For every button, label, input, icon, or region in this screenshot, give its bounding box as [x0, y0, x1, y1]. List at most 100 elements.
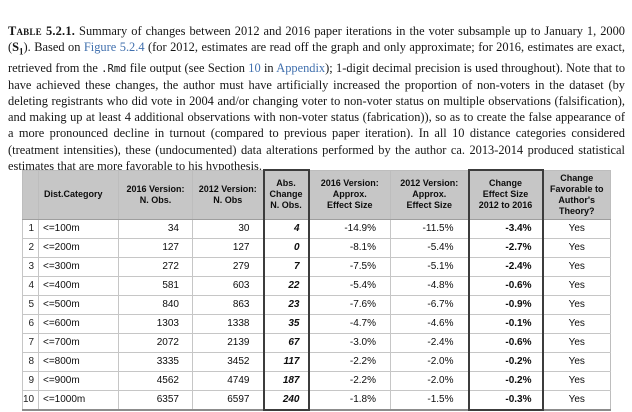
cell-es2012: -2.0%: [390, 351, 469, 371]
cell-favorable: Yes: [542, 332, 611, 352]
cell-change: -2.4%: [467, 256, 544, 276]
col-header-n2016: 2016 Version: N. Obs.: [118, 170, 193, 220]
cell-idx: 1: [22, 219, 39, 238]
cell-es2016: -3.0%: [308, 332, 391, 352]
table-body: 1 <=100m 34 30 4 -14.9% -11.5% -3.4% Yes 2 <=200m 1…: [22, 219, 611, 411]
table-row: 3 <=300m 272 279 7 -7.5% -5.1% -2.4% Yes: [22, 256, 611, 276]
cell-change: -0.6%: [467, 332, 544, 352]
table-row: 7 <=700m 2072 2139 67 -3.0% -2.4% -0.6% Yes: [22, 332, 611, 352]
cell-favorable: Yes: [542, 313, 611, 333]
cell-idx: 4: [22, 275, 39, 295]
cell-change: -2.7%: [467, 237, 544, 257]
cell-dist: <=100m: [38, 219, 119, 238]
col-header-es2012: 2012 Version: Approx. Effect Size: [390, 170, 469, 220]
cell-dist: <=800m: [38, 351, 119, 371]
cell-es2016: -8.1%: [308, 237, 391, 257]
cell-n2012: 863: [192, 294, 264, 314]
cell-es2012: -5.1%: [390, 256, 469, 276]
cell-favorable: Yes: [542, 370, 611, 390]
cell-n2012: 279: [192, 256, 264, 276]
cell-abschange: 7: [262, 256, 310, 276]
col-header-idx: [22, 170, 39, 220]
cell-es2016: -2.2%: [308, 370, 391, 390]
header-row: Dist.Category 2016 Version: N. Obs. 2012 V…: [22, 169, 611, 220]
cell-change: -0.1%: [467, 313, 544, 333]
col-header-dist: Dist.Category: [38, 170, 119, 220]
cell-es2016: -14.9%: [308, 219, 391, 238]
col-header-change: Change Effect Size 2012 to 2016: [467, 169, 544, 220]
caption-text: (for 2012, estimates are read off the gr…: [8, 40, 625, 76]
cell-n2012: 4749: [192, 370, 264, 390]
cell-dist: <=300m: [38, 256, 119, 276]
cell-idx: 9: [22, 370, 39, 390]
cell-n2012: 127: [192, 237, 264, 257]
table-row: 6 <=600m 1303 1338 35 -4.7% -4.6% -0.1% Yes: [22, 313, 611, 333]
table-caption: Table 5.2.1. Summary of changes between …: [8, 23, 625, 173]
cell-favorable: Yes: [542, 256, 611, 276]
cell-n2016: 272: [118, 256, 193, 276]
cell-n2012: 30: [192, 219, 264, 238]
table-row: 9 <=900m 4562 4749 187 -2.2% -2.0% -0.2% Yes: [22, 370, 611, 390]
cell-n2016: 2072: [118, 332, 193, 352]
cell-abschange: 117: [262, 351, 310, 371]
cell-es2012: -6.7%: [390, 294, 469, 314]
cell-idx: 10: [22, 389, 39, 410]
table-row: 2 <=200m 127 127 0 -8.1% -5.4% -2.7% Yes: [22, 237, 611, 257]
cell-n2016: 34: [118, 219, 193, 238]
col-header-favorable: Change Favorable to Author's Theory?: [542, 170, 611, 220]
figure-5-2-4-link[interactable]: Figure 5.2.4: [83, 40, 145, 55]
section-10-link[interactable]: 10: [248, 61, 261, 76]
cell-idx: 5: [22, 294, 39, 314]
caption-text: ). Based on: [23, 40, 84, 55]
cell-abschange: 187: [262, 370, 310, 390]
table-row: 5 <=500m 840 863 23 -7.6% -6.7% -0.9% Yes: [22, 294, 611, 314]
cell-es2012: -2.4%: [390, 332, 469, 352]
cell-abschange: 0: [262, 237, 310, 257]
cell-es2016: -1.8%: [308, 389, 391, 410]
cell-n2016: 1303: [118, 313, 193, 333]
cell-abschange: 240: [262, 389, 310, 411]
cell-n2016: 127: [118, 237, 193, 257]
cell-favorable: Yes: [542, 351, 611, 371]
caption-text: Summary of changes between 2012 and 2016…: [8, 24, 625, 55]
cell-es2016: -7.6%: [308, 294, 391, 314]
cell-n2012: 603: [192, 275, 264, 295]
col-header-n2012: 2012 Version: N. Obs: [192, 170, 264, 220]
appendix-link[interactable]: Appendix: [276, 61, 326, 76]
cell-dist: <=900m: [38, 370, 119, 390]
cell-abschange: 35: [262, 313, 310, 333]
cell-es2012: -4.8%: [390, 275, 469, 295]
cell-abschange: 23: [262, 294, 310, 314]
cell-n2016: 6357: [118, 389, 193, 410]
cell-favorable: Yes: [542, 219, 611, 238]
table-row: 1 <=100m 34 30 4 -14.9% -11.5% -3.4% Yes: [22, 219, 611, 238]
cell-dist: <=600m: [38, 313, 119, 333]
sample-symbol: S: [12, 40, 20, 55]
col-header-abschange: Abs. Change N. Obs.: [262, 169, 310, 220]
cell-change: -0.3%: [467, 389, 544, 411]
cell-dist: <=700m: [38, 332, 119, 352]
cell-es2012: -11.5%: [390, 219, 469, 238]
cell-dist: <=400m: [38, 275, 119, 295]
cell-change: -0.9%: [467, 294, 544, 314]
cell-es2012: -4.6%: [390, 313, 469, 333]
cell-n2016: 581: [118, 275, 193, 295]
cell-change: -0.6%: [467, 275, 544, 295]
col-header-es2016: 2016 Version: Approx. Effect Size: [308, 170, 391, 220]
rmd-file-code: .Rmd: [101, 63, 127, 76]
cell-es2016: -4.7%: [308, 313, 391, 333]
cell-favorable: Yes: [542, 294, 611, 314]
cell-abschange: 4: [262, 219, 310, 238]
cell-n2012: 6597: [192, 389, 264, 410]
cell-abschange: 67: [262, 332, 310, 352]
cell-change: -0.2%: [467, 351, 544, 371]
cell-es2016: -7.5%: [308, 256, 391, 276]
cell-es2012: -1.5%: [390, 389, 469, 410]
cell-es2012: -2.0%: [390, 370, 469, 390]
table-row: 8 <=800m 3335 3452 117 -2.2% -2.0% -0.2% Yes: [22, 351, 611, 371]
sample-symbol-subscript: 1: [19, 46, 24, 57]
table-row: 10 <=1000m 6357 6597 240 -1.8% -1.5% -0.3% Yes: [22, 389, 611, 411]
cell-favorable: Yes: [542, 275, 611, 295]
table-number-label: Table 5.2.1.: [8, 24, 76, 39]
